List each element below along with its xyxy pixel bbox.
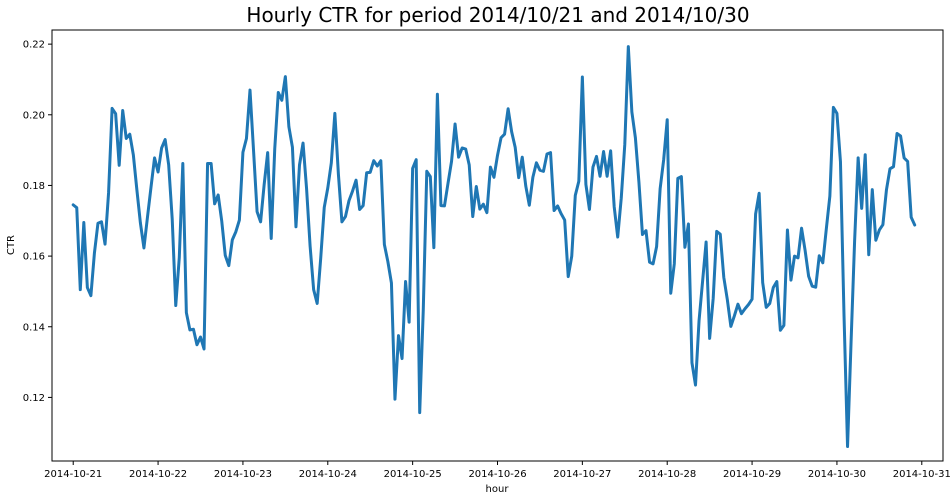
x-tick-label: 2014-10-24 [299, 469, 357, 480]
x-tick-label: 2014-10-26 [468, 469, 526, 480]
y-axis-label: CTR [6, 235, 17, 255]
ctr-series-line [71, 45, 917, 449]
x-tick-label: 2014-10-30 [808, 469, 866, 480]
chart-title: Hourly CTR for period 2014/10/21 and 201… [246, 3, 749, 27]
y-tick-label: 0.22 [23, 40, 45, 51]
x-axis: 2014-10-21 2014-10-22 2014-10-23 2014-10-24… [44, 461, 950, 480]
y-tick-label: 0.18 [23, 181, 45, 192]
y-tick-label: 0.20 [23, 110, 45, 121]
y-tick-label: 0.16 [23, 252, 45, 263]
x-tick-label: 2014-10-21 [44, 469, 102, 480]
x-tick-label: 2014-10-29 [723, 469, 781, 480]
x-tick-label: 2014-10-31 [893, 469, 950, 480]
y-axis: 0.12 0.14 0.16 0.18 0.20 0.22 [23, 40, 52, 404]
x-tick-label: 2014-10-23 [214, 469, 272, 480]
x-tick-label: 2014-10-27 [553, 469, 611, 480]
y-tick-label: 0.12 [23, 393, 45, 404]
x-tick-label: 2014-10-22 [129, 469, 187, 480]
x-tick-label: 2014-10-25 [384, 469, 442, 480]
x-tick-label: 2014-10-28 [638, 469, 696, 480]
x-axis-label: hour [486, 484, 510, 495]
y-tick-label: 0.14 [23, 322, 45, 333]
